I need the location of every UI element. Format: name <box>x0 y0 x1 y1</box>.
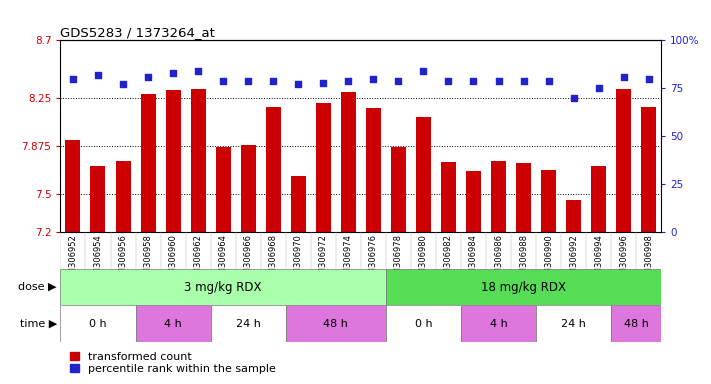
Bar <box>591 166 606 232</box>
Bar <box>141 94 156 232</box>
Text: GSM306976: GSM306976 <box>369 234 378 285</box>
Point <box>193 68 204 74</box>
Bar <box>210 305 286 342</box>
Bar <box>641 107 656 232</box>
Text: 24 h: 24 h <box>236 318 261 329</box>
Bar <box>391 147 406 232</box>
Bar <box>60 305 136 342</box>
Point <box>443 78 454 84</box>
Point <box>267 78 279 84</box>
Bar <box>60 269 386 305</box>
Point <box>92 72 104 78</box>
Text: GSM306996: GSM306996 <box>619 234 629 285</box>
Bar <box>241 145 256 232</box>
Point <box>68 76 79 82</box>
Point <box>318 79 329 86</box>
Point <box>292 81 304 88</box>
Point <box>618 74 629 80</box>
Bar <box>341 91 356 232</box>
Text: GSM306952: GSM306952 <box>68 234 77 285</box>
Bar <box>366 108 381 232</box>
Bar <box>386 269 661 305</box>
Text: GSM306960: GSM306960 <box>169 234 178 285</box>
Bar <box>266 107 281 232</box>
Bar <box>441 162 456 232</box>
Text: GSM306954: GSM306954 <box>93 234 102 285</box>
Text: GSM306990: GSM306990 <box>544 234 553 285</box>
Text: 3 mg/kg RDX: 3 mg/kg RDX <box>184 281 262 293</box>
Bar <box>65 140 80 232</box>
Point <box>468 78 479 84</box>
Text: GSM306964: GSM306964 <box>219 234 228 285</box>
Point <box>593 85 604 91</box>
Text: GDS5283 / 1373264_at: GDS5283 / 1373264_at <box>60 26 215 39</box>
Text: GSM306978: GSM306978 <box>394 234 403 285</box>
Point <box>167 70 178 76</box>
Point <box>368 76 379 82</box>
Bar <box>416 117 431 232</box>
Point <box>142 74 154 80</box>
Text: GSM306992: GSM306992 <box>569 234 578 285</box>
Bar <box>115 161 131 232</box>
Bar <box>291 176 306 232</box>
Text: 18 mg/kg RDX: 18 mg/kg RDX <box>481 281 566 293</box>
Bar <box>461 305 536 342</box>
Bar <box>491 161 506 232</box>
Bar <box>386 305 461 342</box>
Text: GSM306962: GSM306962 <box>193 234 203 285</box>
Text: 0 h: 0 h <box>89 318 107 329</box>
Text: 48 h: 48 h <box>624 318 648 329</box>
Text: GSM306984: GSM306984 <box>469 234 478 285</box>
Bar <box>536 305 611 342</box>
Text: 4 h: 4 h <box>490 318 508 329</box>
Text: 24 h: 24 h <box>561 318 586 329</box>
Text: GSM306986: GSM306986 <box>494 234 503 285</box>
Bar <box>136 305 210 342</box>
Point <box>343 78 354 84</box>
Text: dose ▶: dose ▶ <box>18 282 57 292</box>
Point <box>218 78 229 84</box>
Bar <box>516 163 531 232</box>
Bar <box>90 166 105 232</box>
Text: GSM306958: GSM306958 <box>144 234 153 285</box>
Point <box>643 76 654 82</box>
Bar <box>166 90 181 232</box>
Text: GSM306970: GSM306970 <box>294 234 303 285</box>
Legend: transformed count, percentile rank within the sample: transformed count, percentile rank withi… <box>66 347 281 379</box>
Point <box>568 95 579 101</box>
Bar <box>286 305 386 342</box>
Point <box>518 78 529 84</box>
Point <box>392 78 404 84</box>
Text: GSM306956: GSM306956 <box>119 234 127 285</box>
Bar <box>215 147 230 232</box>
Text: 48 h: 48 h <box>324 318 348 329</box>
Text: GSM306966: GSM306966 <box>244 234 252 285</box>
Bar <box>616 89 631 232</box>
Text: GSM306968: GSM306968 <box>269 234 278 285</box>
Text: GSM306980: GSM306980 <box>419 234 428 285</box>
Text: GSM306998: GSM306998 <box>644 234 653 285</box>
Text: GSM306972: GSM306972 <box>319 234 328 285</box>
Text: GSM306982: GSM306982 <box>444 234 453 285</box>
Point <box>117 81 129 88</box>
Point <box>543 78 555 84</box>
Bar <box>316 103 331 232</box>
Bar <box>611 305 661 342</box>
Bar <box>541 170 556 232</box>
Point <box>418 68 429 74</box>
Bar <box>191 89 205 232</box>
Text: 4 h: 4 h <box>164 318 182 329</box>
Bar <box>566 200 581 232</box>
Point <box>493 78 504 84</box>
Text: time ▶: time ▶ <box>20 318 57 329</box>
Text: GSM306988: GSM306988 <box>519 234 528 285</box>
Point <box>242 78 254 84</box>
Text: GSM306994: GSM306994 <box>594 234 603 285</box>
Text: GSM306974: GSM306974 <box>344 234 353 285</box>
Text: 0 h: 0 h <box>415 318 432 329</box>
Bar <box>466 171 481 232</box>
